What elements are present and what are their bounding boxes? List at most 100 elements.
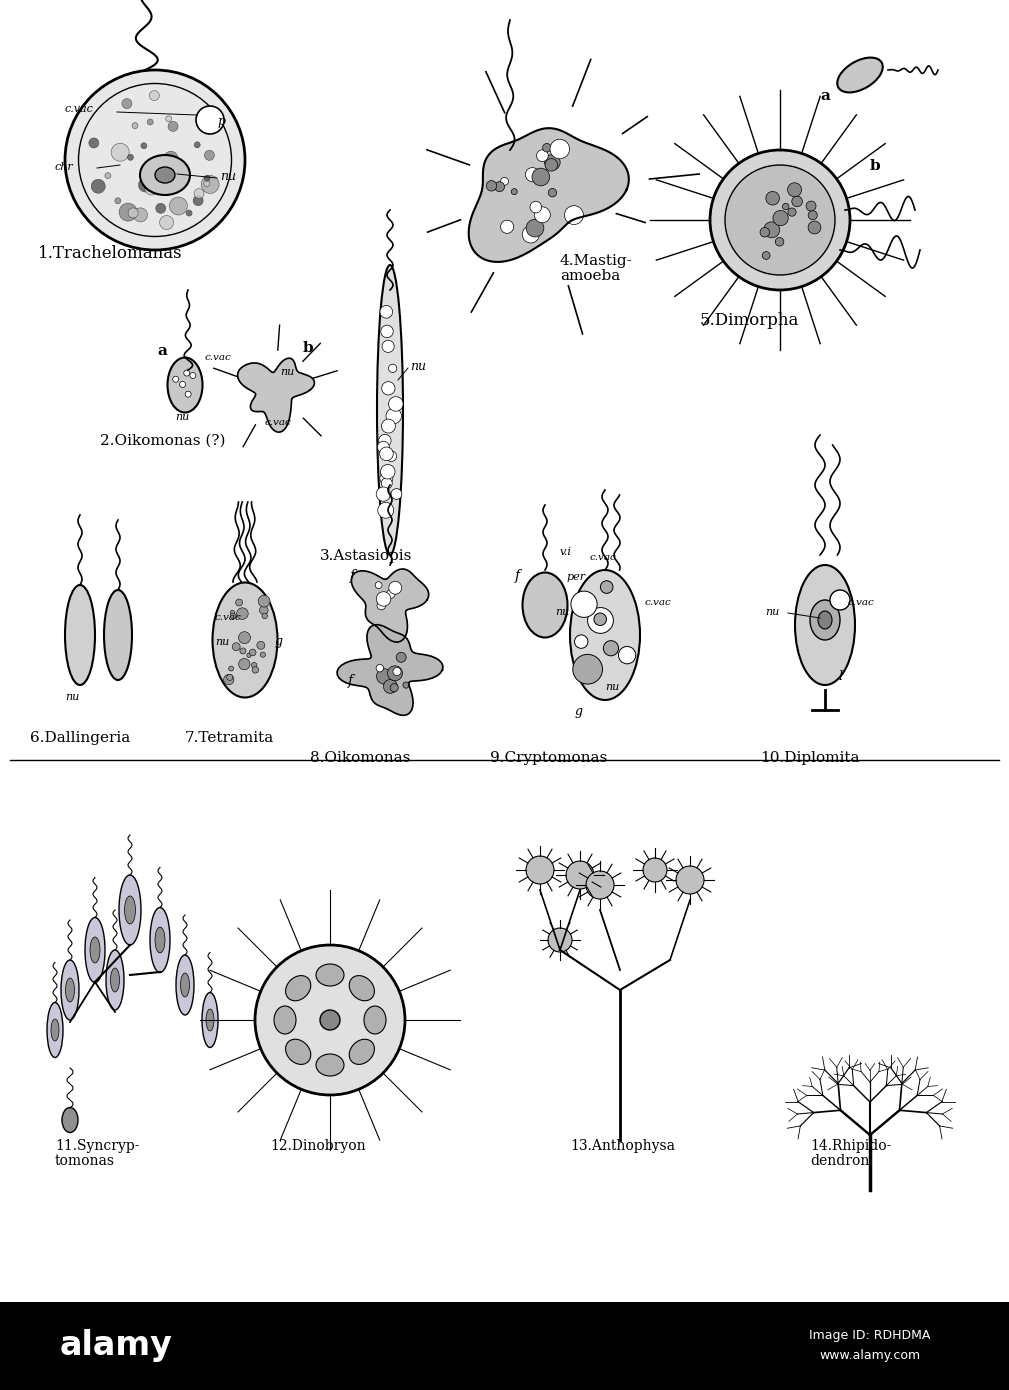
Circle shape bbox=[173, 377, 179, 382]
Circle shape bbox=[237, 607, 248, 620]
Circle shape bbox=[105, 172, 111, 179]
Ellipse shape bbox=[62, 1108, 78, 1133]
Circle shape bbox=[147, 120, 153, 125]
Circle shape bbox=[526, 856, 554, 884]
Ellipse shape bbox=[51, 1019, 59, 1041]
Circle shape bbox=[523, 227, 539, 243]
Text: nu: nu bbox=[765, 607, 779, 617]
Text: chr: chr bbox=[55, 163, 74, 172]
Circle shape bbox=[380, 464, 395, 480]
Circle shape bbox=[762, 252, 770, 260]
Circle shape bbox=[643, 858, 667, 883]
Circle shape bbox=[163, 152, 178, 165]
Ellipse shape bbox=[286, 1040, 311, 1065]
Text: f: f bbox=[350, 569, 355, 582]
Ellipse shape bbox=[65, 585, 95, 685]
Circle shape bbox=[65, 70, 245, 250]
Circle shape bbox=[190, 373, 196, 378]
Ellipse shape bbox=[818, 612, 832, 630]
Circle shape bbox=[600, 581, 613, 594]
Circle shape bbox=[535, 207, 550, 222]
Text: 2.Oikomonas (?): 2.Oikomonas (?) bbox=[100, 434, 225, 448]
Text: alamy: alamy bbox=[60, 1329, 173, 1362]
Circle shape bbox=[486, 181, 496, 190]
Text: 7.Tetramita: 7.Tetramita bbox=[185, 731, 274, 745]
Ellipse shape bbox=[286, 976, 311, 1001]
Circle shape bbox=[806, 202, 816, 211]
Text: 10.Diplomita: 10.Diplomita bbox=[760, 751, 860, 764]
Ellipse shape bbox=[349, 1040, 374, 1065]
Text: c.vac: c.vac bbox=[590, 553, 616, 562]
Circle shape bbox=[204, 181, 210, 186]
Text: l: l bbox=[838, 670, 842, 682]
Circle shape bbox=[240, 648, 246, 655]
Circle shape bbox=[830, 589, 850, 610]
Circle shape bbox=[775, 238, 784, 246]
Circle shape bbox=[375, 581, 382, 588]
Circle shape bbox=[548, 189, 557, 197]
Circle shape bbox=[545, 154, 560, 170]
Polygon shape bbox=[237, 359, 315, 432]
Circle shape bbox=[532, 168, 550, 186]
Text: 4.Mastig-: 4.Mastig- bbox=[560, 254, 633, 268]
Circle shape bbox=[594, 613, 606, 626]
Ellipse shape bbox=[155, 167, 175, 183]
Circle shape bbox=[229, 666, 233, 671]
Circle shape bbox=[773, 210, 788, 225]
Ellipse shape bbox=[349, 976, 374, 1001]
Polygon shape bbox=[469, 128, 629, 261]
Circle shape bbox=[376, 664, 383, 671]
Circle shape bbox=[377, 600, 385, 610]
Ellipse shape bbox=[837, 57, 883, 92]
FancyBboxPatch shape bbox=[0, 1302, 1009, 1390]
Text: 1.Trachelomanas: 1.Trachelomanas bbox=[37, 245, 183, 261]
Text: p: p bbox=[217, 115, 225, 128]
Circle shape bbox=[196, 106, 224, 133]
Circle shape bbox=[238, 631, 250, 644]
Ellipse shape bbox=[810, 600, 840, 639]
Circle shape bbox=[526, 168, 540, 182]
Circle shape bbox=[128, 208, 138, 218]
Text: g: g bbox=[275, 635, 283, 648]
Circle shape bbox=[239, 659, 250, 670]
Ellipse shape bbox=[181, 973, 190, 997]
Text: g: g bbox=[575, 705, 583, 719]
Ellipse shape bbox=[202, 992, 218, 1048]
Text: nu: nu bbox=[215, 637, 229, 646]
Ellipse shape bbox=[213, 582, 277, 698]
Circle shape bbox=[494, 182, 504, 192]
Ellipse shape bbox=[206, 1009, 214, 1031]
Circle shape bbox=[381, 478, 393, 489]
Circle shape bbox=[788, 182, 801, 197]
Ellipse shape bbox=[167, 357, 203, 413]
Circle shape bbox=[526, 220, 544, 236]
Circle shape bbox=[111, 143, 129, 161]
Circle shape bbox=[376, 486, 390, 502]
Circle shape bbox=[194, 142, 200, 147]
Ellipse shape bbox=[150, 908, 170, 973]
Polygon shape bbox=[351, 569, 429, 642]
Text: nu: nu bbox=[65, 692, 80, 702]
Circle shape bbox=[170, 197, 188, 215]
Circle shape bbox=[545, 158, 558, 171]
Ellipse shape bbox=[104, 589, 132, 680]
Circle shape bbox=[382, 341, 395, 353]
Text: 13.Anthophysa: 13.Anthophysa bbox=[570, 1138, 675, 1152]
Circle shape bbox=[169, 121, 178, 132]
Text: Image ID: RDHDMA: Image ID: RDHDMA bbox=[809, 1329, 930, 1341]
Circle shape bbox=[205, 150, 214, 160]
Ellipse shape bbox=[85, 917, 105, 983]
Circle shape bbox=[230, 610, 235, 614]
Text: c.vac: c.vac bbox=[215, 613, 242, 621]
Circle shape bbox=[564, 206, 583, 225]
Text: 8.Oikomonas: 8.Oikomonas bbox=[310, 751, 411, 764]
Circle shape bbox=[725, 165, 835, 275]
Ellipse shape bbox=[47, 1002, 63, 1058]
Circle shape bbox=[537, 150, 548, 161]
Circle shape bbox=[603, 641, 619, 656]
Circle shape bbox=[566, 860, 594, 890]
Circle shape bbox=[379, 448, 394, 460]
Circle shape bbox=[764, 222, 780, 238]
Text: nu: nu bbox=[605, 682, 620, 692]
Text: per: per bbox=[567, 573, 586, 582]
